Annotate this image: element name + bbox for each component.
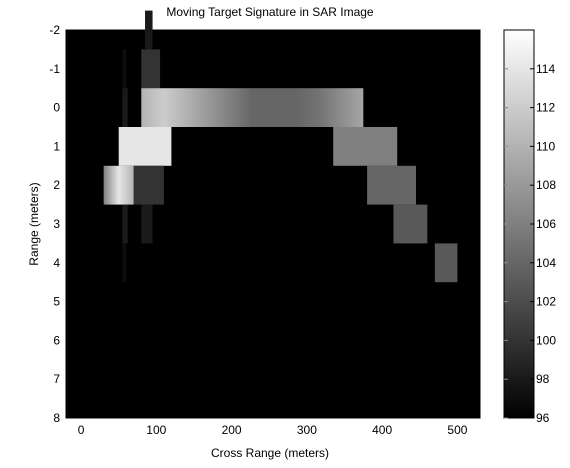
y-axis: -2 -1 0 1 2 3 4 5 6 7 8 [49,23,480,425]
heatmap-cell [122,204,128,244]
x-axis-label: Cross Range (meters) [211,446,329,460]
chart-title: Moving Target Signature in SAR Image [166,5,374,19]
heatmap-cell [141,88,364,127]
y-tick-label: -2 [49,23,60,37]
x-tick-label: 200 [222,423,242,437]
heatmap-cell [122,243,127,283]
heatmap-cells [103,10,458,283]
heatmap-cell [141,204,153,244]
y-tick-label: 4 [53,256,60,270]
colorbar-tick-label: 98 [536,372,550,386]
colorbar-tick-label: 114 [536,62,555,76]
colorbar [503,29,535,419]
colorbar-tick-label: 100 [536,333,556,347]
x-tick-label: 300 [297,423,317,437]
colorbar-tick-label: 96 [536,411,550,425]
colorbar-tick-label: 104 [536,256,556,270]
heatmap-cell [145,10,153,50]
heatmap-cell [367,165,417,205]
heatmap-cell [133,165,164,205]
heatmap-cell [434,243,458,283]
x-tick-label: 100 [146,423,166,437]
colorbar-tick-label: 106 [536,217,556,231]
y-tick-label: 8 [53,411,60,425]
y-tick-label: 5 [53,295,60,309]
colorbar-tick-label: 108 [536,178,556,192]
y-tick-label: 3 [53,217,60,231]
heatmap-cell [141,49,161,89]
y-axis-label: Range (meters) [27,182,41,265]
colorbar-tick-label: 102 [536,295,556,309]
y-tick-label: 0 [53,101,60,115]
y-tick-label: -1 [49,62,60,76]
x-tick-label: 500 [447,423,467,437]
heatmap-cell [122,49,127,89]
colorbar-tick-label: 112 [536,101,555,115]
y-tick-label: 1 [53,139,60,153]
colorbar-tick-label: 110 [536,139,555,153]
x-axis: 0 100 200 300 400 500 [78,30,468,437]
x-tick-label: 400 [372,423,392,437]
y-tick-label: 2 [53,178,60,192]
y-tick-label: 6 [53,333,60,347]
heatmap-cell [333,127,398,166]
heatmap-cell [122,88,128,127]
y-tick-label: 7 [53,372,60,386]
x-tick-label: 0 [78,423,85,437]
heatmap-cell [118,127,172,166]
heatmap-cell [103,165,134,205]
heatmap-cell [393,204,428,244]
colorbar-ticks: 96 98 100 102 104 106 108 110 112 114 [504,62,556,425]
